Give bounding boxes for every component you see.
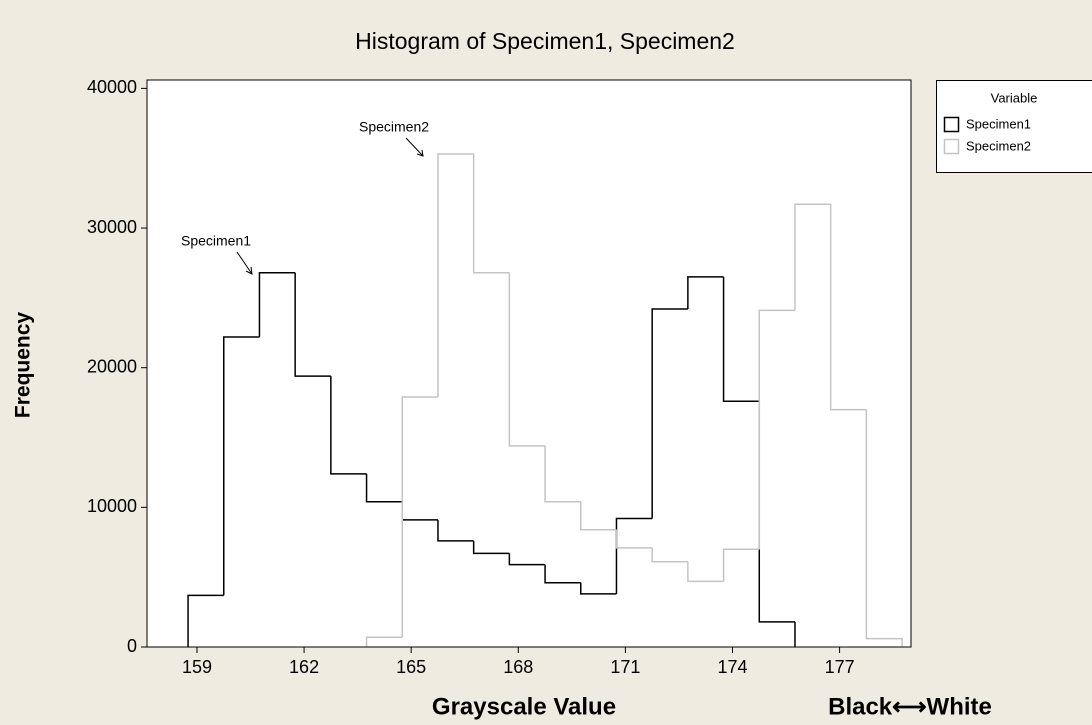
- histogram-bar: [722, 548, 760, 582]
- annotation: Specimen2: [359, 119, 429, 135]
- x-tick-label: 171: [610, 657, 640, 677]
- legend-box: [936, 80, 1092, 173]
- histogram-bar: [651, 308, 688, 519]
- legend-label: Specimen1: [966, 116, 1031, 131]
- histogram-bar: [437, 519, 474, 542]
- histogram-bar: [365, 636, 403, 647]
- annotation-arrow: [236, 251, 253, 275]
- y-tick-label: 10000: [87, 496, 137, 516]
- legend-title: Variable: [991, 90, 1038, 105]
- histogram-bar: [865, 409, 903, 647]
- annotation: Specimen1: [181, 233, 251, 249]
- y-tick-label: 0: [127, 636, 137, 656]
- histogram-bar: [615, 517, 653, 594]
- histogram-bar: [794, 203, 831, 311]
- histogram-bar: [687, 276, 724, 310]
- histogram-bar: [580, 582, 617, 595]
- histogram-bar: [508, 553, 546, 566]
- histogram-bar: [472, 540, 510, 555]
- x-tick-label: 168: [503, 657, 533, 677]
- histogram-bar: [437, 153, 474, 398]
- x-tick-label: 174: [717, 657, 747, 677]
- y-axis-label: Frequency: [12, 312, 35, 419]
- histogram-bar: [615, 529, 653, 549]
- y-tick-label: 20000: [87, 356, 137, 376]
- histogram-bar: [187, 594, 224, 647]
- histogram-bar: [472, 154, 510, 274]
- y-tick-label: 40000: [87, 77, 137, 97]
- histogram-bar: [758, 309, 795, 550]
- histogram-bar: [258, 271, 296, 337]
- histogram-bar: [544, 445, 581, 503]
- plot-frame: [146, 79, 912, 648]
- histogram-bar: [365, 473, 403, 503]
- histogram-bar: [687, 561, 724, 583]
- histogram-bar: [294, 272, 331, 377]
- x-tick-label: 159: [182, 657, 212, 677]
- x-tick-label: 165: [396, 657, 426, 677]
- legend-swatch: [943, 116, 960, 133]
- annotation-arrow: [405, 137, 424, 157]
- histogram-bar: [580, 501, 617, 531]
- chart-title: Histogram of Specimen1, Specimen2: [355, 28, 735, 54]
- histogram-bar: [223, 336, 260, 596]
- x-axis-label: Grayscale Value: [432, 693, 616, 720]
- x-axis-note: Black⟷White: [828, 693, 992, 720]
- histogram-bar: [330, 376, 367, 475]
- histogram-bar: [508, 272, 546, 447]
- histogram-bar: [651, 547, 688, 563]
- y-tick-label: 30000: [87, 217, 137, 237]
- plot-area: [147, 80, 911, 647]
- histogram-bar: [829, 204, 867, 411]
- legend-label: Specimen2: [966, 138, 1031, 153]
- histogram-bar: [722, 276, 760, 402]
- histogram-bar: [544, 564, 581, 584]
- x-tick-label: 177: [825, 657, 855, 677]
- legend-swatch: [943, 138, 960, 155]
- x-tick-label: 162: [289, 657, 319, 677]
- histogram-bar: [401, 396, 438, 638]
